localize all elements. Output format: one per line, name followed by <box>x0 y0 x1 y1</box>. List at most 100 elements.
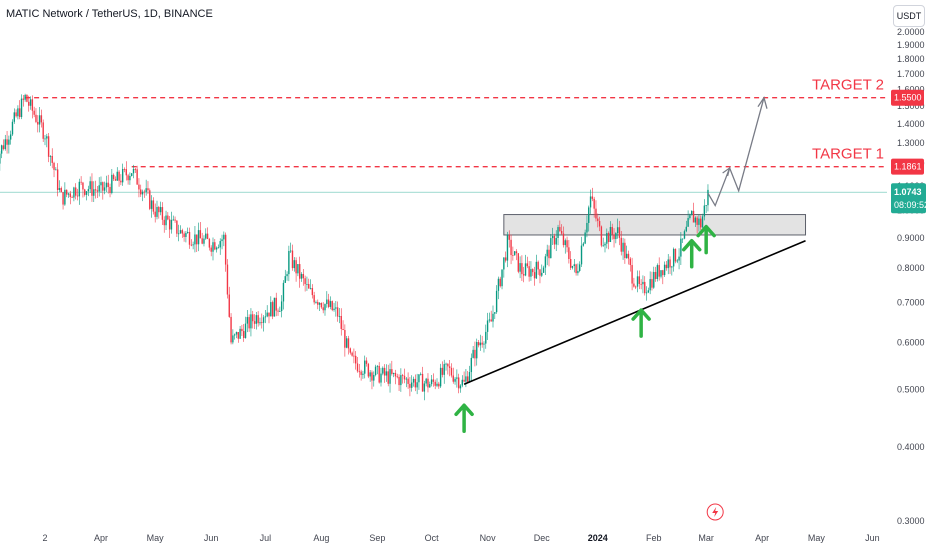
candle-body <box>454 378 456 382</box>
candle-body <box>486 320 489 332</box>
currency-button[interactable]: USDT <box>893 5 925 27</box>
candle-body <box>311 288 314 296</box>
candle-body <box>37 121 39 125</box>
candle-body <box>642 281 644 285</box>
candle-body <box>0 153 1 164</box>
candle-body <box>541 272 543 276</box>
candle-body <box>308 284 310 289</box>
candle-body <box>615 233 617 240</box>
candle-body <box>624 242 626 259</box>
candle-body <box>438 383 440 387</box>
candle-body <box>542 267 545 273</box>
candle-body <box>333 308 335 311</box>
candle-body <box>456 377 458 379</box>
candle-body <box>597 218 599 221</box>
candle-body <box>360 371 362 375</box>
candle-body <box>132 168 135 174</box>
candle-body <box>635 286 637 288</box>
candle-body <box>120 180 122 183</box>
candle-body <box>546 249 548 257</box>
candle-body <box>273 297 276 317</box>
candle-body <box>358 371 361 373</box>
resistance-zone[interactable] <box>503 214 807 236</box>
candle-body <box>423 383 426 392</box>
candle-body <box>100 182 102 186</box>
candle-body <box>707 189 709 206</box>
candle-body <box>681 238 684 240</box>
x-tick-label: Jun <box>865 533 880 543</box>
candle-body <box>102 182 104 191</box>
candle-body <box>519 263 521 272</box>
candle-body <box>31 99 34 111</box>
target-price-label: 1.5500 <box>894 93 922 103</box>
candle-body <box>356 363 359 372</box>
support-trendline[interactable] <box>463 239 806 385</box>
candle-body <box>647 290 650 293</box>
candle-body <box>264 316 267 318</box>
candle-body <box>159 207 162 213</box>
candle-body <box>651 279 653 288</box>
candle-body <box>667 259 669 269</box>
candle-body <box>685 226 687 232</box>
candle-body <box>436 383 438 386</box>
candle-body <box>347 338 350 349</box>
candle-body <box>62 192 64 205</box>
candle-body <box>674 248 677 262</box>
candle-body <box>107 182 109 187</box>
candle-body <box>65 189 68 195</box>
candle-body <box>205 233 207 239</box>
y-tick-label: 0.7000 <box>897 298 925 308</box>
candle-body <box>87 189 90 192</box>
candle-body <box>606 233 608 244</box>
candle-body <box>414 378 417 388</box>
candle-body <box>194 234 196 245</box>
target-price-badge <box>891 89 924 106</box>
candle-body <box>658 265 660 277</box>
candle-body <box>327 299 330 307</box>
x-tick-label: May <box>808 533 826 543</box>
countdown-timer: 08:09:52 <box>894 200 929 210</box>
candle-body <box>185 232 187 237</box>
candle-body <box>141 191 144 195</box>
candle-body <box>197 230 200 245</box>
candle-body <box>355 355 357 364</box>
candle-body <box>4 139 6 150</box>
y-tick-label: 2.0000 <box>897 27 925 37</box>
candle-body <box>618 227 621 238</box>
candle-body <box>60 188 62 193</box>
candle-body <box>156 207 158 217</box>
candle-body <box>82 182 84 190</box>
candle-body <box>562 233 565 246</box>
candle-body <box>703 205 706 217</box>
candle-body <box>515 251 518 254</box>
candle-body <box>409 383 411 388</box>
candle-body <box>586 222 588 233</box>
candle-body <box>239 328 241 339</box>
candle-body <box>279 311 281 312</box>
candle-body <box>627 253 630 259</box>
candle-body <box>20 98 23 118</box>
candle-body <box>13 112 15 122</box>
candle-body <box>118 171 120 181</box>
candle-body <box>277 310 279 312</box>
flash-icon[interactable] <box>706 503 724 521</box>
candle-body <box>33 110 35 115</box>
candle-body <box>689 215 691 219</box>
candle-body <box>15 112 17 117</box>
projection-path[interactable] <box>707 97 765 208</box>
candle-body <box>485 331 487 344</box>
candle-body <box>492 313 494 322</box>
candle-body <box>261 322 263 324</box>
candle-body <box>591 196 594 199</box>
candle-body <box>528 266 530 277</box>
candle-body <box>620 237 622 252</box>
candle-body <box>369 372 371 377</box>
candle-body <box>188 231 191 245</box>
candle-body <box>582 243 585 246</box>
candle-body <box>588 207 590 223</box>
candle-body <box>230 316 232 343</box>
candle-body <box>535 261 538 279</box>
candle-body <box>418 374 420 383</box>
y-tick-label: 1.3000 <box>897 138 925 148</box>
